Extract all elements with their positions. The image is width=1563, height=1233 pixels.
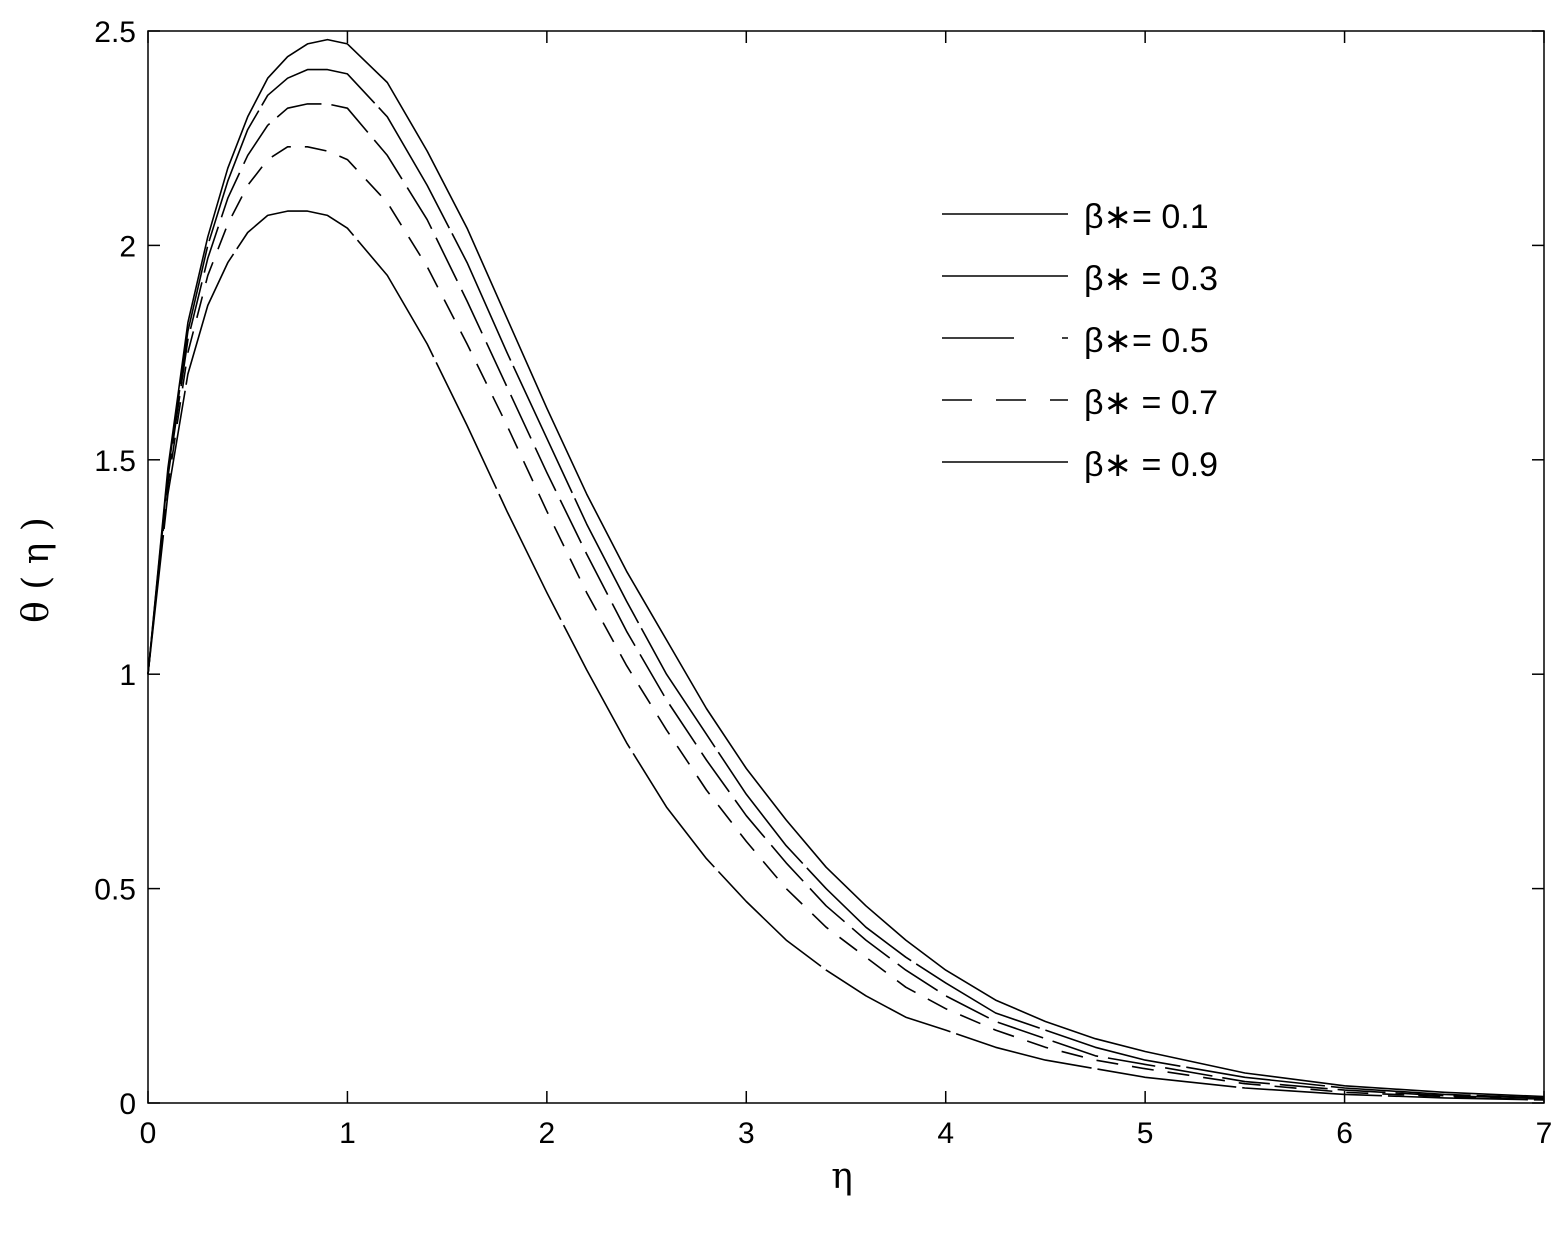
series-line-3 — [147, 103, 1545, 1100]
ticks-layer: 0 1 2 3 4 5 6 7 0 0.5 1 1.5 2 2.5 — [94, 16, 1552, 1150]
series-layer — [147, 38, 1545, 1101]
y-tick-label: 2.5 — [94, 16, 136, 49]
series-line-5 — [147, 210, 1545, 1101]
series-line-1 — [147, 38, 1545, 1098]
series-line-2 — [147, 68, 1545, 1099]
y-tick-label: 2 — [119, 230, 136, 263]
x-tick-label: 2 — [539, 1117, 556, 1150]
x-tick-label: 1 — [339, 1117, 356, 1150]
y-tick-label: 1.5 — [94, 445, 136, 478]
x-tick-label: 0 — [140, 1117, 157, 1150]
y-axis-label: θ ( η ) — [16, 517, 57, 623]
x-tick-label: 7 — [1536, 1117, 1553, 1150]
y-tick-label: 1 — [119, 659, 136, 692]
legend-label-3: β∗= 0.5 — [1084, 322, 1209, 360]
x-tick-label: 4 — [937, 1117, 954, 1150]
x-tick-label: 3 — [738, 1117, 755, 1150]
legend: β∗= 0.1 β∗ = 0.3 β∗= 0.5 β∗ = 0.7 β∗ = 0.9 — [942, 198, 1218, 484]
x-tick-label: 5 — [1137, 1117, 1154, 1150]
legend-label-5: β∗ = 0.9 — [1084, 446, 1218, 484]
x-axis-label: η — [831, 1156, 853, 1197]
legend-label-4: β∗ = 0.7 — [1084, 384, 1218, 422]
y-tick-label: 0 — [119, 1088, 136, 1121]
series-line-4 — [147, 146, 1545, 1100]
legend-label-2: β∗ = 0.3 — [1084, 260, 1218, 298]
legend-label-1: β∗= 0.1 — [1084, 198, 1209, 236]
x-tick-label: 6 — [1336, 1117, 1353, 1150]
plot-frame — [147, 30, 1545, 1104]
y-tick-label: 0.5 — [94, 874, 136, 907]
